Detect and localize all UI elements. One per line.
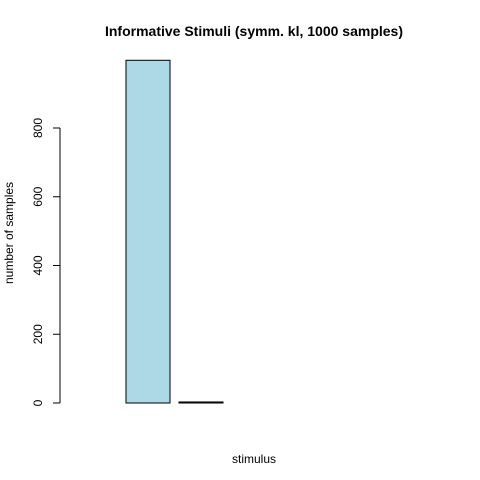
y-tick-label: 800	[31, 118, 45, 138]
y-tick-label: 200	[31, 324, 45, 344]
y-axis: 0 200 400 600 800	[31, 118, 61, 406]
bar	[178, 401, 224, 404]
y-tick-label: 600	[31, 186, 45, 206]
y-tick-label: 400	[31, 255, 45, 275]
y-tick-label: 0	[31, 399, 45, 406]
bars	[125, 59, 224, 404]
x-axis-label: stimulus	[232, 452, 276, 466]
chart-title: Informative Stimuli (symm. kl, 1000 samp…	[105, 23, 403, 39]
y-axis-label: number of samples	[2, 182, 16, 284]
bar	[125, 59, 171, 404]
